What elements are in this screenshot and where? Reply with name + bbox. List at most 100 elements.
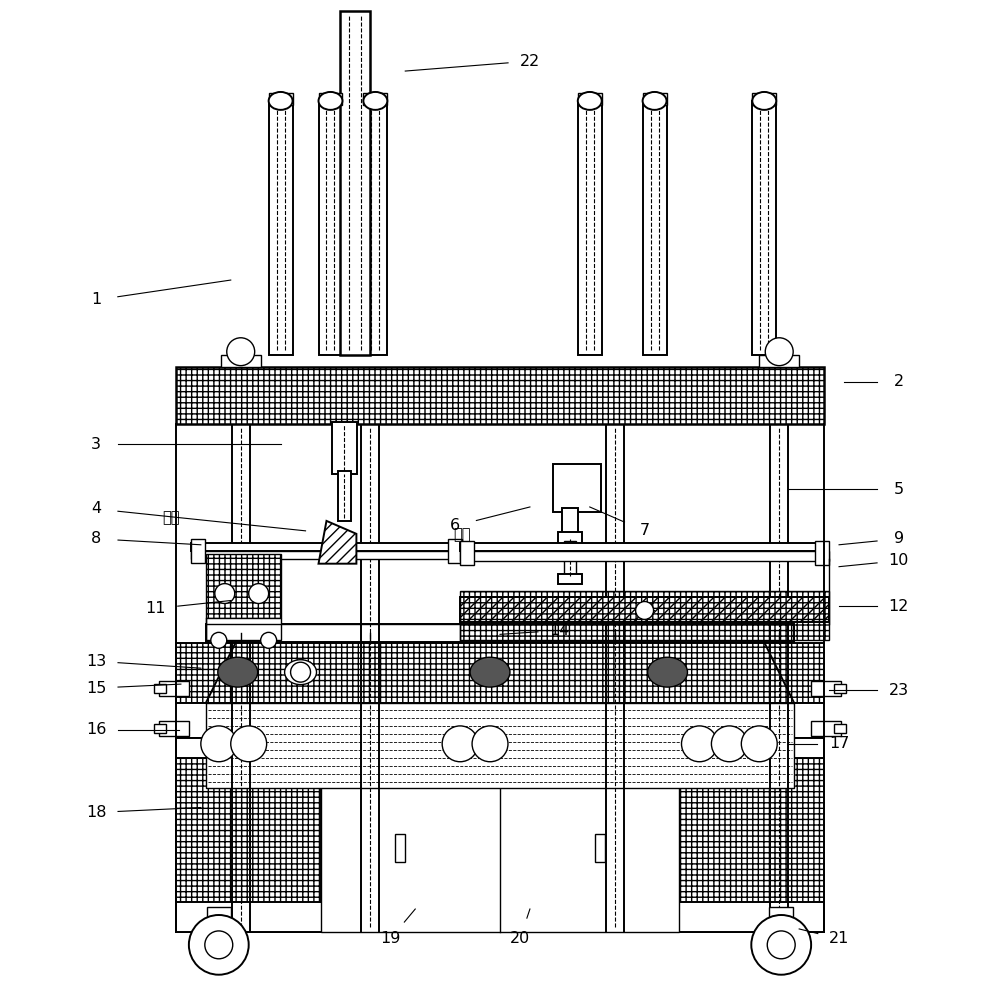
Ellipse shape (578, 92, 602, 110)
Bar (363, 93, 387, 105)
Text: 9: 9 (894, 531, 904, 546)
Bar (159, 721, 189, 736)
Bar (680, 738, 824, 932)
Ellipse shape (752, 92, 776, 110)
Bar (460, 591, 829, 641)
Circle shape (741, 726, 777, 761)
Bar (159, 681, 189, 696)
Bar (332, 422, 357, 474)
Bar (578, 93, 602, 105)
Circle shape (751, 915, 811, 975)
Text: 13: 13 (86, 654, 106, 669)
Bar (269, 101, 293, 354)
Bar (176, 644, 824, 703)
Text: 15: 15 (86, 681, 106, 696)
Bar (834, 724, 846, 733)
Circle shape (201, 726, 237, 761)
Bar (154, 724, 166, 733)
Text: 16: 16 (86, 723, 106, 738)
Text: 17: 17 (829, 737, 849, 751)
Text: 7: 7 (640, 523, 650, 538)
Bar (558, 574, 582, 584)
Bar (206, 554, 281, 619)
Circle shape (231, 726, 267, 761)
Text: 4: 4 (91, 501, 101, 516)
Bar (460, 551, 829, 561)
Bar (752, 101, 776, 354)
Ellipse shape (285, 660, 317, 685)
Circle shape (249, 584, 269, 604)
Ellipse shape (648, 658, 687, 687)
Bar (553, 464, 601, 512)
Bar (448, 539, 462, 563)
Text: 8: 8 (91, 531, 101, 546)
Text: 23: 23 (889, 683, 909, 698)
Bar (643, 93, 667, 105)
Ellipse shape (643, 92, 667, 110)
Bar (558, 532, 582, 544)
Circle shape (681, 726, 717, 761)
Bar (595, 834, 605, 862)
Circle shape (711, 726, 747, 761)
Text: 22: 22 (520, 54, 540, 69)
Bar (578, 101, 602, 354)
Bar (206, 625, 794, 643)
Circle shape (227, 337, 255, 365)
Circle shape (215, 584, 235, 604)
Bar (834, 684, 846, 693)
Circle shape (442, 726, 478, 761)
Bar (340, 11, 370, 354)
Bar (221, 354, 261, 366)
Bar (363, 101, 387, 354)
Bar (154, 684, 166, 693)
Bar (815, 541, 829, 565)
Text: 11: 11 (146, 601, 166, 616)
Bar (460, 543, 829, 551)
Bar (460, 541, 474, 565)
Bar (769, 907, 793, 919)
Text: 18: 18 (86, 805, 106, 820)
Bar (811, 681, 841, 696)
Circle shape (211, 633, 227, 649)
Text: 14: 14 (550, 623, 570, 638)
Bar (564, 541, 576, 579)
Text: 19: 19 (380, 931, 400, 946)
Bar (752, 93, 776, 105)
Circle shape (205, 931, 233, 959)
Bar (176, 366, 824, 424)
Text: 12: 12 (889, 599, 909, 614)
Bar (191, 551, 460, 559)
Circle shape (472, 726, 508, 761)
Bar (206, 619, 281, 641)
Bar (319, 101, 342, 354)
Ellipse shape (363, 92, 387, 110)
Ellipse shape (319, 92, 342, 110)
Bar (319, 93, 342, 105)
Ellipse shape (269, 92, 293, 110)
Text: 岩芯: 岩芯 (162, 510, 180, 525)
Text: 5: 5 (894, 482, 904, 497)
Circle shape (291, 663, 311, 682)
Circle shape (765, 337, 793, 365)
Bar (176, 738, 320, 932)
Bar (191, 543, 460, 551)
Bar (338, 471, 351, 521)
Ellipse shape (218, 658, 258, 687)
Bar (191, 539, 205, 563)
Bar (206, 703, 794, 787)
Text: 1: 1 (91, 292, 101, 307)
Text: 10: 10 (889, 553, 909, 568)
Circle shape (767, 931, 795, 959)
Circle shape (261, 633, 277, 649)
Bar (643, 101, 667, 354)
Bar (395, 834, 405, 862)
Circle shape (636, 602, 654, 620)
Text: 21: 21 (829, 931, 849, 946)
Text: 岩芯: 岩芯 (453, 527, 471, 542)
Bar (176, 738, 824, 757)
Text: 6: 6 (450, 518, 460, 533)
Bar (759, 354, 799, 366)
Bar (460, 597, 829, 623)
Text: 20: 20 (510, 931, 530, 946)
Bar (176, 902, 824, 932)
